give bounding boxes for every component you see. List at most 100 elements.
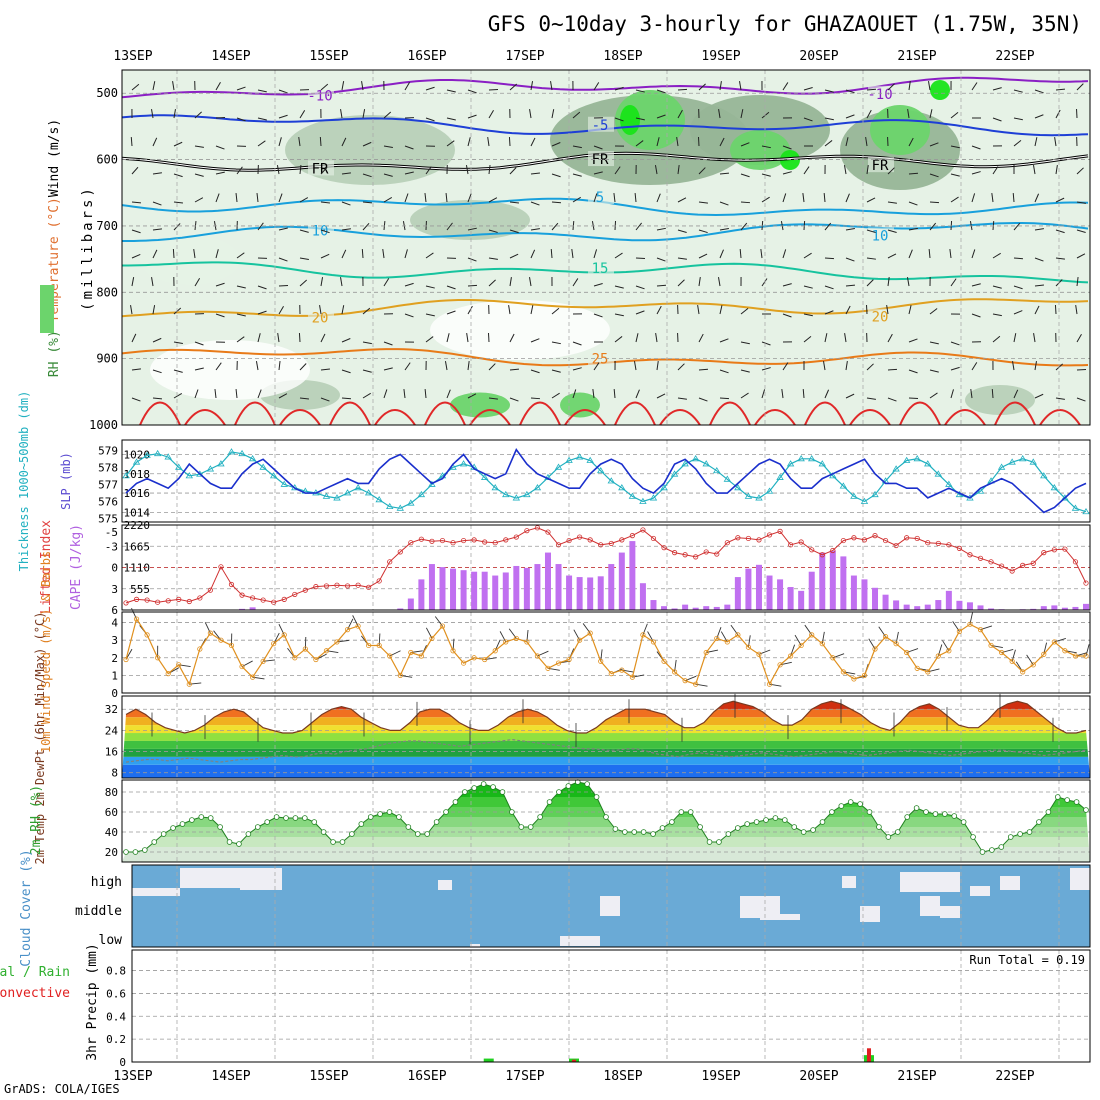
wind-barb — [698, 333, 704, 343]
wind-barb — [845, 227, 855, 231]
wind-barb — [404, 249, 408, 259]
wind-barb — [614, 86, 624, 91]
wind-barb — [550, 248, 553, 259]
contour-label-bg — [868, 227, 894, 243]
precip-tick-label: 0.8 — [106, 965, 126, 978]
wind-barb — [908, 305, 912, 315]
wind-barb — [152, 337, 162, 343]
rh-point — [970, 834, 976, 840]
lifted-point — [693, 554, 699, 560]
cape-bar — [428, 564, 435, 610]
wind-barb — [215, 145, 225, 150]
temp-contour-label: 10 — [872, 229, 889, 245]
rh-point — [847, 799, 854, 805]
wind-barb — [446, 333, 450, 343]
wind-barb — [467, 114, 477, 119]
wind-barb — [971, 82, 978, 91]
wind-barb — [467, 89, 477, 94]
temp-contour — [122, 222, 1089, 242]
wind-barb — [761, 341, 771, 346]
wind-barb — [635, 333, 639, 343]
thickness-point — [597, 466, 605, 474]
rh-legend-swatch — [40, 285, 54, 333]
cape-bar — [1030, 608, 1037, 610]
cape-bar — [819, 552, 826, 610]
wind-point — [861, 672, 868, 678]
wind-barb — [340, 109, 343, 119]
wind-barb — [194, 389, 199, 399]
lifted-point — [155, 599, 161, 605]
wind-barb — [152, 137, 158, 147]
rh-point — [471, 785, 478, 791]
wind-barb-10m — [804, 624, 813, 636]
wind-point — [513, 635, 519, 642]
wind-barb — [424, 388, 427, 399]
cloud-gap — [470, 944, 480, 948]
wind-barb — [194, 367, 204, 371]
cape-bar — [956, 600, 963, 610]
wind-barb — [1013, 117, 1023, 121]
wind-barb — [718, 109, 721, 119]
wind-point — [344, 627, 351, 633]
lifted-point — [882, 537, 889, 544]
wind-barb — [404, 171, 414, 175]
rh-point — [838, 803, 845, 809]
wind-barb — [782, 313, 792, 318]
wind-barb — [824, 389, 830, 399]
wind-barb — [257, 285, 267, 290]
lifted-point — [376, 578, 382, 584]
wind-barb — [320, 229, 330, 234]
wind-barb — [509, 277, 512, 287]
lifted-point — [207, 587, 213, 593]
wind-barb — [299, 257, 309, 260]
wind-barb — [173, 141, 183, 147]
wind-barb — [803, 220, 806, 231]
thickness-point — [386, 502, 394, 510]
wind-barb — [425, 166, 432, 175]
wind-barb — [299, 279, 308, 287]
bottom-date-label: 17SEP — [505, 1069, 544, 1084]
wind-barb — [677, 109, 683, 119]
wind-barb — [320, 397, 330, 402]
rh-point — [556, 789, 562, 795]
temp-contour-label: 5 — [596, 190, 604, 206]
wind-barb — [845, 193, 850, 203]
wind-barb — [194, 173, 204, 177]
wind-barb — [194, 111, 202, 119]
wind-barb — [1034, 114, 1044, 119]
wind-point — [1009, 658, 1015, 664]
rh-point — [189, 817, 195, 823]
rh-point — [876, 824, 882, 830]
wind-barb — [530, 369, 540, 374]
wind-barb — [887, 397, 897, 402]
thickness-point — [691, 455, 700, 462]
rh-point — [669, 819, 675, 825]
cloud-gap — [860, 906, 880, 922]
temp-band — [122, 748, 1090, 757]
wind-point — [228, 642, 235, 649]
cloud-gap — [760, 914, 800, 920]
rh-point — [236, 841, 242, 847]
wind-barb — [465, 165, 469, 175]
cape-bar — [734, 577, 741, 610]
cape-bar — [777, 579, 784, 610]
rh-shade — [620, 105, 640, 135]
wind-barb — [487, 332, 490, 343]
wind-point — [155, 655, 161, 661]
thickness-point — [607, 477, 615, 484]
wind-barb — [633, 361, 637, 371]
wind-barb — [740, 369, 750, 373]
wind-barb — [739, 81, 742, 91]
rh-axis-text: 2m RH (%) — [29, 785, 44, 855]
wind-point — [988, 642, 994, 649]
wind-barb — [677, 229, 687, 233]
wind-barb — [1034, 257, 1044, 262]
wind-barb — [1013, 310, 1023, 315]
wind-point — [355, 623, 361, 629]
wind-barb — [824, 257, 835, 260]
wind-barb — [697, 305, 700, 315]
cape-bar — [755, 564, 762, 610]
thickness-point — [269, 472, 278, 479]
wind-barb — [614, 285, 624, 289]
wind-barb — [719, 81, 722, 91]
